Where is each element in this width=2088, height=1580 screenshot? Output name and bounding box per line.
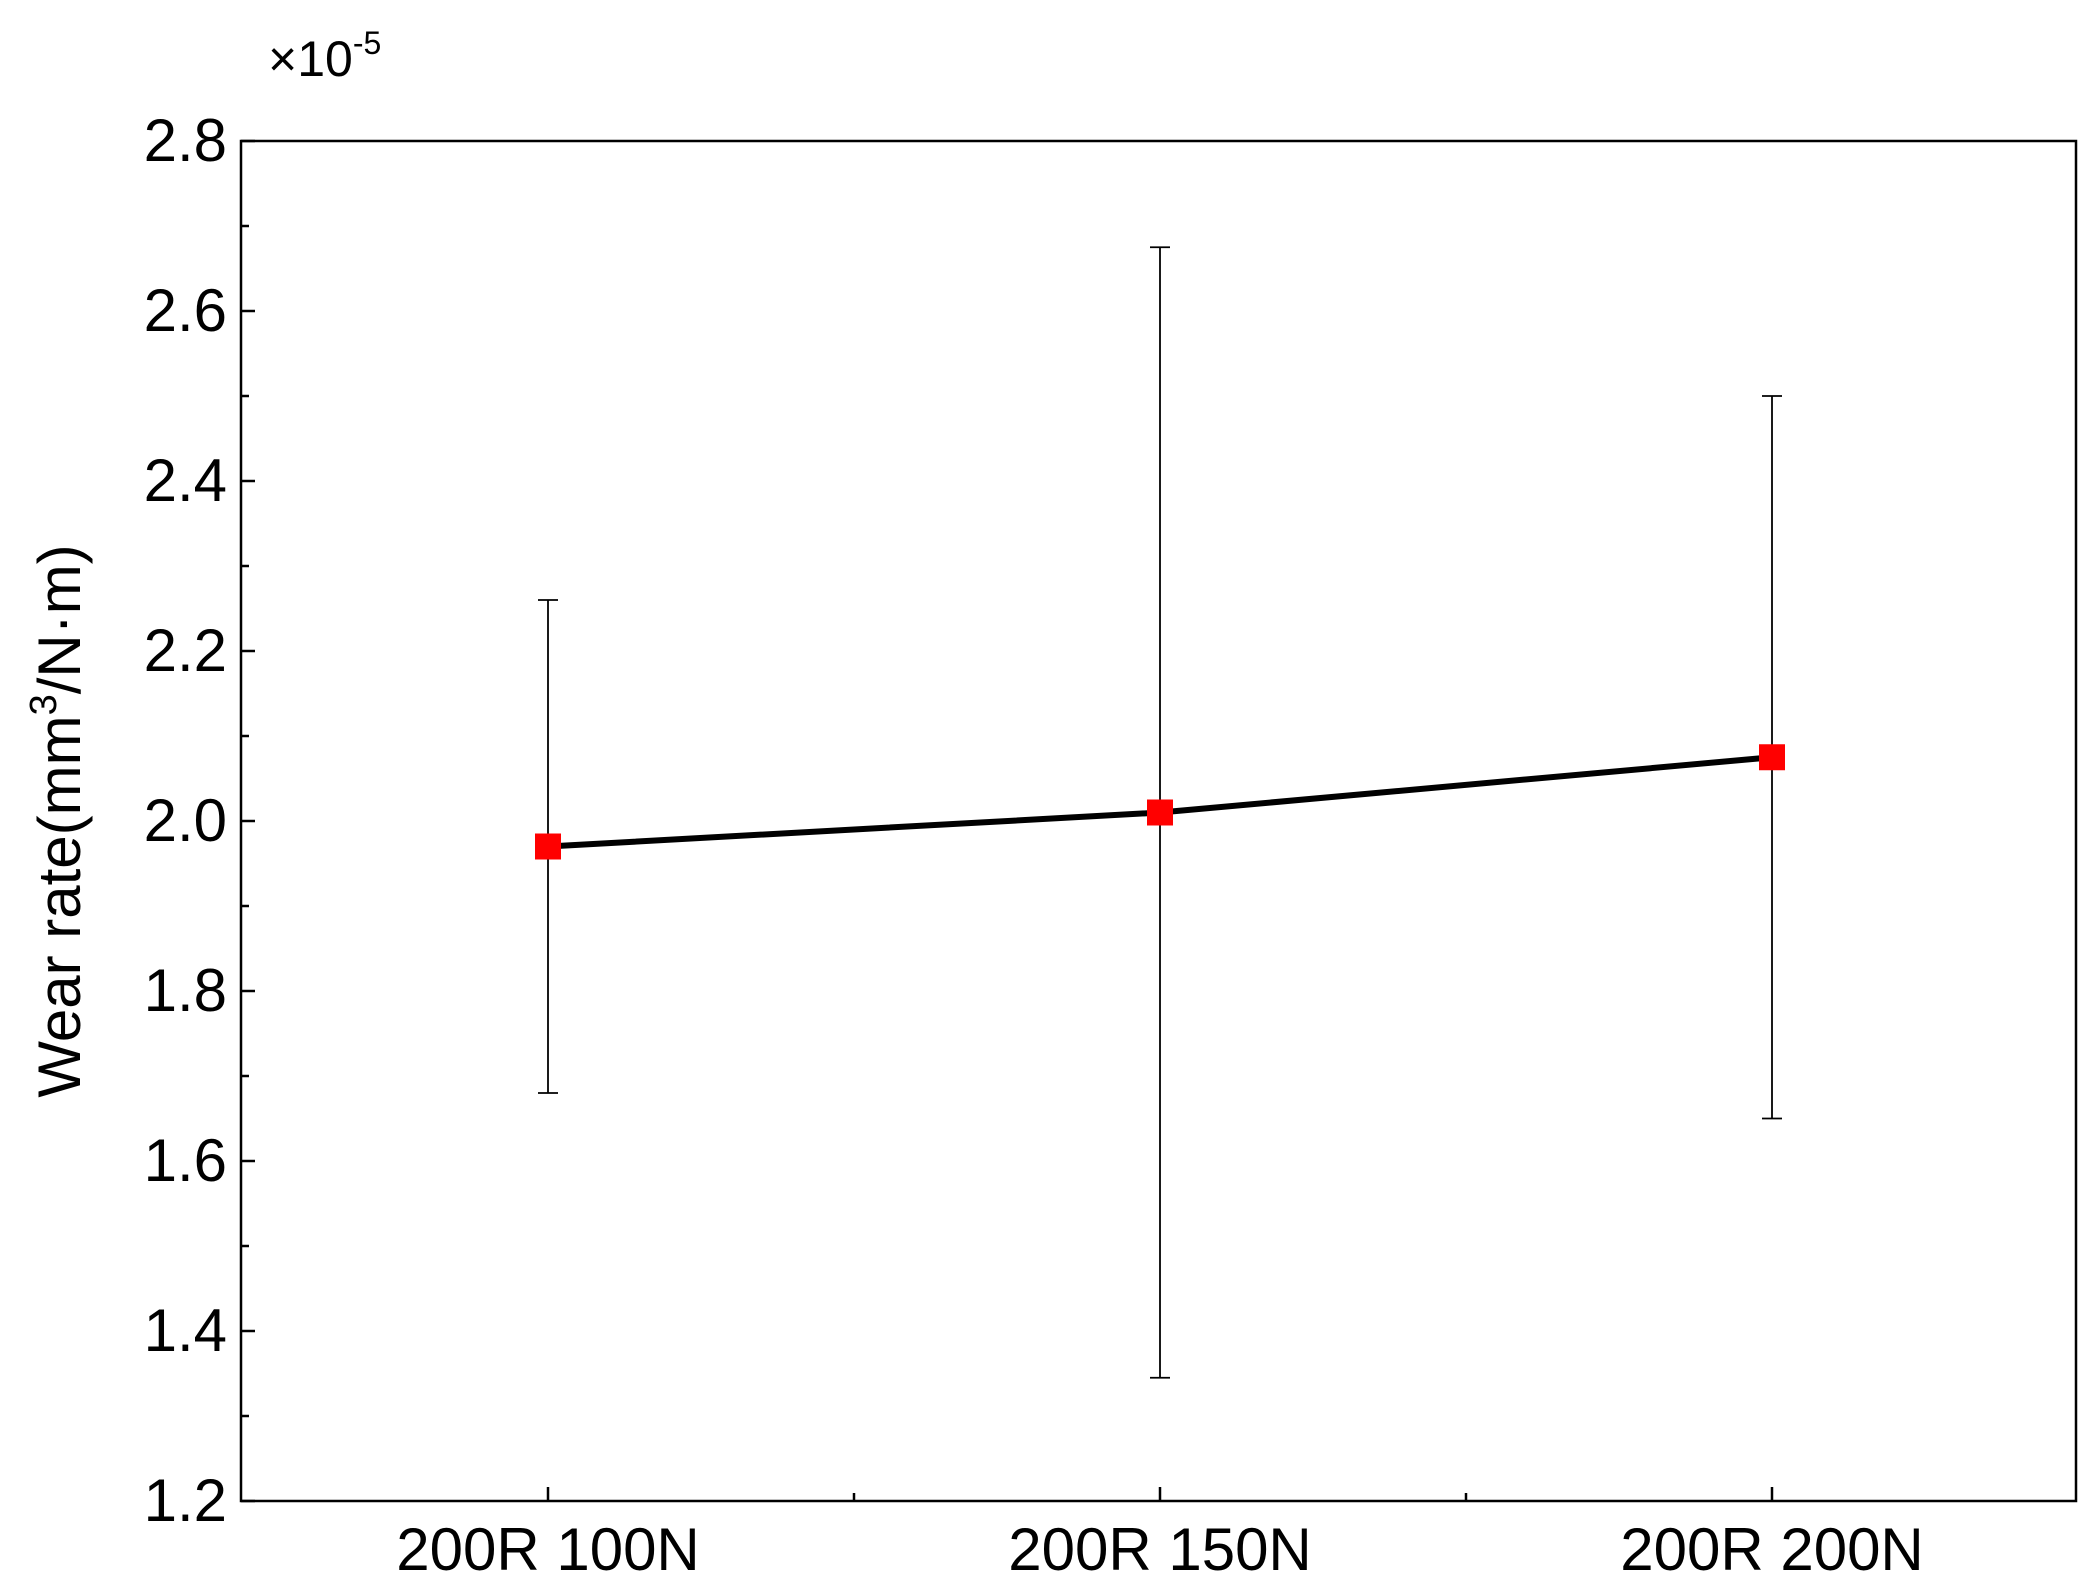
data-markers	[535, 744, 1785, 860]
y-tick-label: 2.2	[144, 617, 227, 684]
y-tick-label: 1.6	[144, 1127, 227, 1194]
x-tick-label: 200R 100N	[396, 1516, 700, 1580]
y-tick-label: 1.4	[144, 1297, 227, 1364]
y-tick-label: 2.0	[144, 787, 227, 854]
y-tick-label: 2.4	[144, 447, 227, 514]
y-tick-label: 2.8	[144, 107, 227, 174]
y-tick-label: 1.2	[144, 1467, 227, 1534]
y-axis-exponent-power: -5	[353, 25, 381, 61]
y-axis-label: Wear rate(mm3/N·m)	[23, 544, 93, 1097]
data-point-marker	[1147, 799, 1173, 826]
x-axis-tick-labels: 200R 100N 200R 150N 200R 200N	[396, 1516, 1924, 1580]
data-point-marker	[535, 833, 561, 860]
y-axis-label-superscript: 3	[23, 694, 65, 715]
x-tick-label: 200R 200N	[1620, 1516, 1924, 1580]
y-axis-label-main: Wear rate(mm	[26, 715, 93, 1097]
y-axis-exponent-label: ×10-5	[268, 25, 381, 87]
x-tick-label: 200R 150N	[1008, 1516, 1312, 1580]
y-axis-exponent-prefix: ×10	[268, 31, 353, 87]
y-axis-tick-labels: 1.2 1.4 1.6 1.8 2.0 2.2 2.4 2.6 2.8	[144, 107, 227, 1534]
y-axis-ticks	[241, 139, 255, 1503]
y-tick-label: 1.8	[144, 957, 227, 1024]
y-tick-label: 2.6	[144, 277, 227, 344]
y-axis-label-unit: /N·m)	[26, 544, 93, 694]
x-axis-ticks	[546, 1487, 1774, 1501]
data-point-marker	[1759, 744, 1785, 771]
